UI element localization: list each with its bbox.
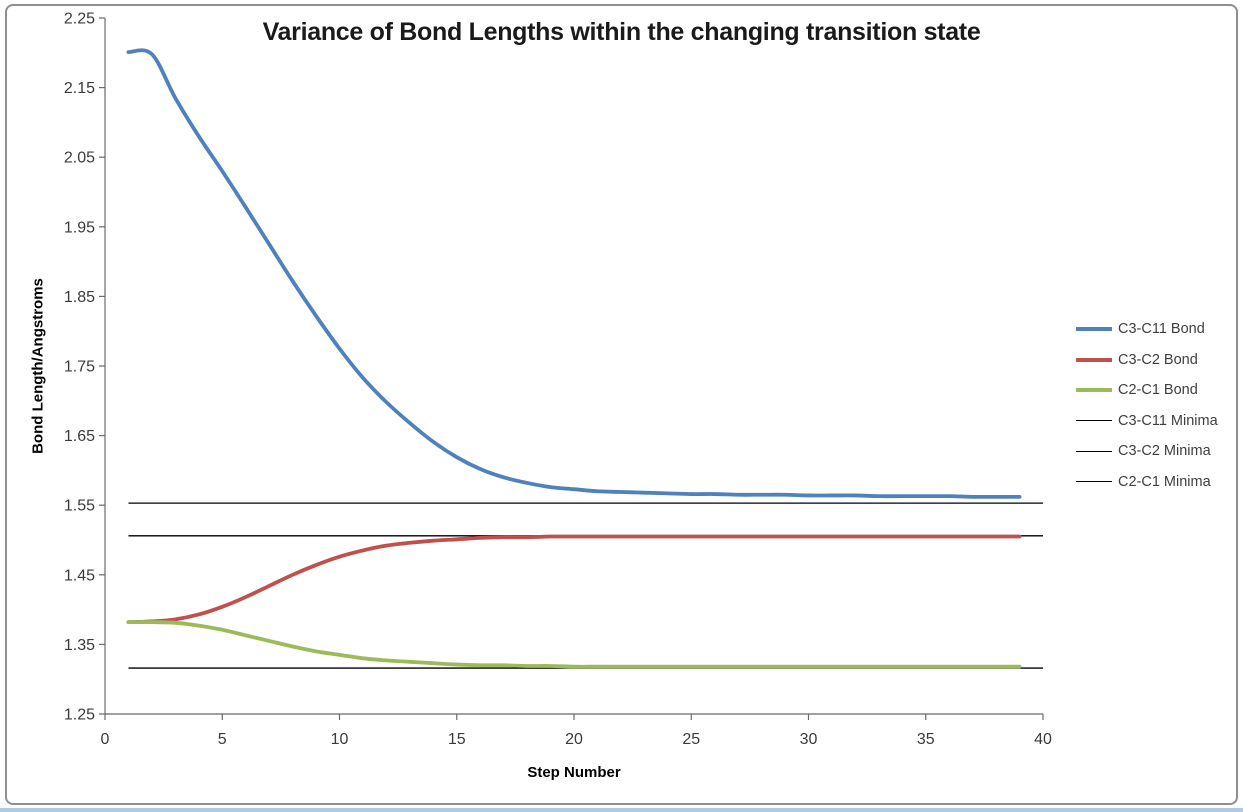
y-axis-title: Bond Length/Angstroms — [29, 278, 47, 454]
y-tick-label: 1.75 — [64, 359, 95, 376]
legend-line-sample — [1076, 357, 1112, 362]
legend: C3-C11 Bond C3-C2 Bond C2-C1 Bond C3-C11 Mi… — [1076, 314, 1218, 497]
legend-line-sample — [1076, 420, 1112, 422]
legend-label: C3-C2 Bond — [1118, 351, 1198, 368]
legend-item-c3-c2-minima: C3-C2 Minima — [1076, 436, 1218, 467]
x-tick-label: 15 — [448, 731, 466, 748]
y-tick-label: 1.95 — [64, 219, 95, 236]
y-tick-label: 1.55 — [64, 498, 95, 515]
legend-item-c3-c11-bond: C3-C11 Bond — [1076, 314, 1218, 345]
legend-label: C2-C1 Minima — [1118, 473, 1211, 490]
legend-item-c3-c2-bond: C3-C2 Bond — [1076, 345, 1218, 376]
legend-line-sample — [1076, 450, 1112, 452]
legend-line-sample — [1076, 327, 1112, 332]
y-tick-label: 2.15 — [64, 80, 95, 97]
legend-item-c3-c11-minima: C3-C11 Minima — [1076, 406, 1218, 437]
x-axis-title: Step Number — [527, 764, 621, 781]
x-tick-label: 40 — [1034, 731, 1052, 748]
legend-line-sample — [1076, 481, 1112, 483]
series-line-c3-c2-bond — [126, 534, 1022, 625]
x-tick-label: 5 — [218, 731, 227, 748]
y-tick-label: 1.65 — [64, 428, 95, 445]
legend-label: C3-C11 Minima — [1118, 412, 1218, 429]
series-line-c2-c1-bond — [126, 620, 1022, 669]
x-tick-label: 20 — [565, 731, 583, 748]
legend-item-c2-c1-bond: C2-C1 Bond — [1076, 375, 1218, 406]
y-tick-label: 1.85 — [64, 289, 95, 306]
y-tick-label: 1.45 — [64, 567, 95, 584]
x-tick-label: 25 — [682, 731, 700, 748]
x-tick-label: 30 — [800, 731, 818, 748]
x-tick-label: 0 — [101, 731, 110, 748]
chart-title: Variance of Bond Lengths within the chan… — [262, 18, 981, 46]
y-tick-label: 2.05 — [64, 150, 95, 167]
y-tick-label: 2.25 — [64, 11, 95, 28]
legend-label: C2-C1 Bond — [1118, 382, 1198, 399]
x-tick-label: 10 — [331, 731, 349, 748]
x-tick-label: 35 — [917, 731, 935, 748]
legend-item-c2-c1-minima: C2-C1 Minima — [1076, 467, 1218, 498]
legend-line-sample — [1076, 388, 1112, 393]
legend-label: C3-C2 Minima — [1118, 443, 1211, 460]
legend-label: C3-C11 Bond — [1118, 321, 1205, 338]
series-line-c3-c11-bond — [126, 48, 1022, 499]
y-tick-label: 1.35 — [64, 637, 95, 654]
window-bottom-edge — [0, 808, 1243, 812]
chart-frame — [5, 4, 1238, 805]
y-tick-label: 1.25 — [64, 707, 95, 724]
